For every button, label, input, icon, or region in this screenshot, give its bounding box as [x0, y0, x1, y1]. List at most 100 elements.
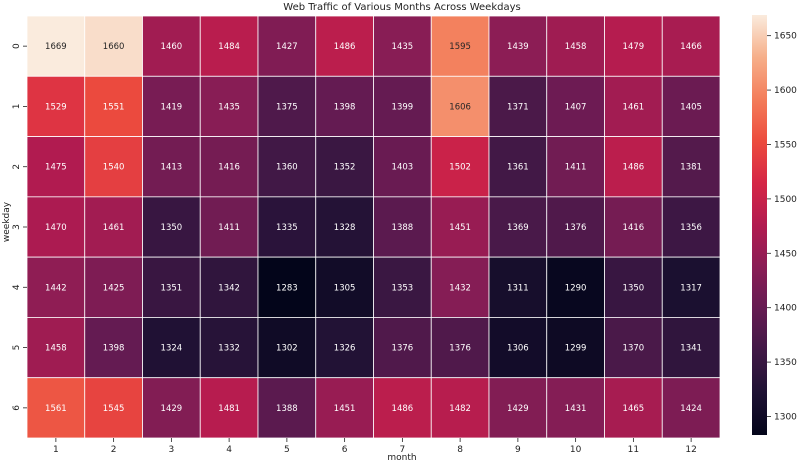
cell-value-label: 1324: [161, 344, 183, 354]
heatmap-cell: [430, 317, 490, 379]
heatmap-cell: [142, 15, 201, 77]
heatmap-cell: [373, 377, 432, 439]
heatmap-cell: [315, 196, 374, 258]
y-tick-label: 1: [12, 104, 22, 110]
heatmap-cell: [199, 15, 259, 77]
cell-value-label: 1283: [276, 283, 298, 293]
cell-value-label: 1486: [392, 404, 414, 414]
cell-value-label: 1306: [507, 344, 529, 354]
heatmap-cell: [142, 196, 201, 258]
cell-value-label: 1551: [103, 102, 125, 112]
colorbar-ticks: 1300 1350 1400 1450 1500 1550 1600 1650: [767, 32, 797, 423]
cell-value-label: 1431: [565, 404, 587, 414]
cell-value-label: 1398: [334, 102, 356, 112]
cell-value-label: 1351: [161, 283, 183, 293]
x-tick-label: 9: [515, 445, 521, 455]
cell-value-label: 1458: [565, 42, 587, 52]
cell-value-label: 1502: [449, 163, 471, 173]
y-axis-ticks: 0 1 2 3 4 5 6: [12, 43, 27, 411]
colorbar: [752, 15, 767, 435]
cell-value-label: 1451: [334, 404, 356, 414]
cell-value-label: 1353: [392, 283, 414, 293]
cell-value-label: 1376: [392, 344, 414, 354]
cell-value-label: 1660: [103, 42, 125, 52]
cell-value-label: 1399: [392, 102, 414, 112]
heatmap-cell: [546, 317, 605, 379]
heatmap-cell: [84, 377, 143, 439]
cell-value-label: 1606: [449, 102, 471, 112]
cell-value-label: 1529: [45, 102, 67, 112]
colorbar-tick-label: 1400: [774, 304, 797, 314]
heatmap-cell: [373, 196, 432, 258]
y-tick-label: 3: [12, 224, 22, 230]
cell-value-label: 1407: [565, 102, 587, 112]
heatmap-cell: [199, 196, 259, 258]
heatmap-cell: [488, 196, 548, 258]
heatmap-cell: [430, 15, 490, 77]
heatmap-cell: [142, 377, 201, 439]
heatmap-cell: [661, 196, 721, 258]
cell-value-label: 1439: [507, 42, 529, 52]
cell-value-label: 1350: [623, 283, 645, 293]
cell-value-label: 1561: [45, 404, 67, 414]
heatmap-cell: [257, 256, 317, 318]
heatmap-cell: [26, 15, 86, 77]
cell-value-label: 1405: [680, 102, 702, 112]
cell-value-label: 1326: [334, 344, 356, 354]
y-tick-label: 4: [12, 284, 22, 290]
colorbar-tick-label: 1650: [774, 32, 797, 42]
cell-value-label: 1461: [103, 223, 125, 233]
heatmap-cell: [84, 256, 143, 318]
y-tick-label: 6: [12, 405, 22, 411]
cell-value-label: 1540: [103, 163, 125, 173]
cell-value-label: 1411: [218, 223, 240, 233]
cell-value-label: 1341: [680, 344, 702, 354]
colorbar-tick-label: 1600: [774, 86, 797, 96]
heatmap-cell: [604, 75, 663, 137]
heatmap-cell: [546, 15, 605, 77]
cell-value-label: 1360: [276, 163, 298, 173]
cell-value-label: 1475: [45, 163, 67, 173]
cell-value-label: 1398: [103, 344, 125, 354]
heatmap-cell: [373, 75, 432, 137]
heatmap-cell: [26, 136, 86, 198]
colorbar-tick-label: 1300: [774, 413, 797, 423]
heatmap-cell: [604, 256, 663, 318]
heatmap-cell: [199, 75, 259, 137]
heatmap-cell: [26, 196, 86, 258]
y-tick-label: 5: [12, 345, 22, 351]
heatmap-cell: [661, 377, 721, 439]
cell-value-label: 1371: [507, 102, 529, 112]
heatmap-cell: [315, 75, 374, 137]
heatmap-cell: [604, 377, 663, 439]
cell-value-label: 1317: [680, 283, 702, 293]
heatmap-cell: [257, 75, 317, 137]
heatmap-cell: [199, 136, 259, 198]
cell-value-label: 1328: [334, 223, 356, 233]
cell-value-label: 1435: [392, 42, 414, 52]
x-axis-ticks: 1 2 3 4 5 6 7 8 9 10 11 12: [53, 438, 697, 455]
heatmap-cell: [315, 317, 374, 379]
cell-value-label: 1419: [161, 102, 183, 112]
cell-value-label: 1361: [507, 163, 529, 173]
cell-value-label: 1465: [623, 404, 645, 414]
cell-value-label: 1350: [161, 223, 183, 233]
cell-value-label: 1424: [680, 404, 702, 414]
cell-value-label: 1429: [507, 404, 529, 414]
cell-value-label: 1369: [507, 223, 529, 233]
cell-value-label: 1451: [449, 223, 471, 233]
heatmap-cells: 1669 1660 1460 1484 1427 1486 1435 1595 1439 1458…: [26, 15, 721, 439]
heatmap-cell: [199, 317, 259, 379]
cell-value-label: 1481: [218, 404, 240, 414]
x-tick-label: 6: [342, 445, 348, 455]
cell-value-label: 1425: [103, 283, 125, 293]
heatmap-cell: [26, 317, 86, 379]
cell-value-label: 1545: [103, 404, 125, 414]
cell-value-label: 1595: [449, 42, 471, 52]
heatmap-cell: [142, 136, 201, 198]
cell-value-label: 1427: [276, 42, 298, 52]
heatmap-cell: [84, 15, 143, 77]
cell-value-label: 1370: [623, 344, 645, 354]
heatmap-cell: [604, 196, 663, 258]
cell-value-label: 1299: [565, 344, 587, 354]
